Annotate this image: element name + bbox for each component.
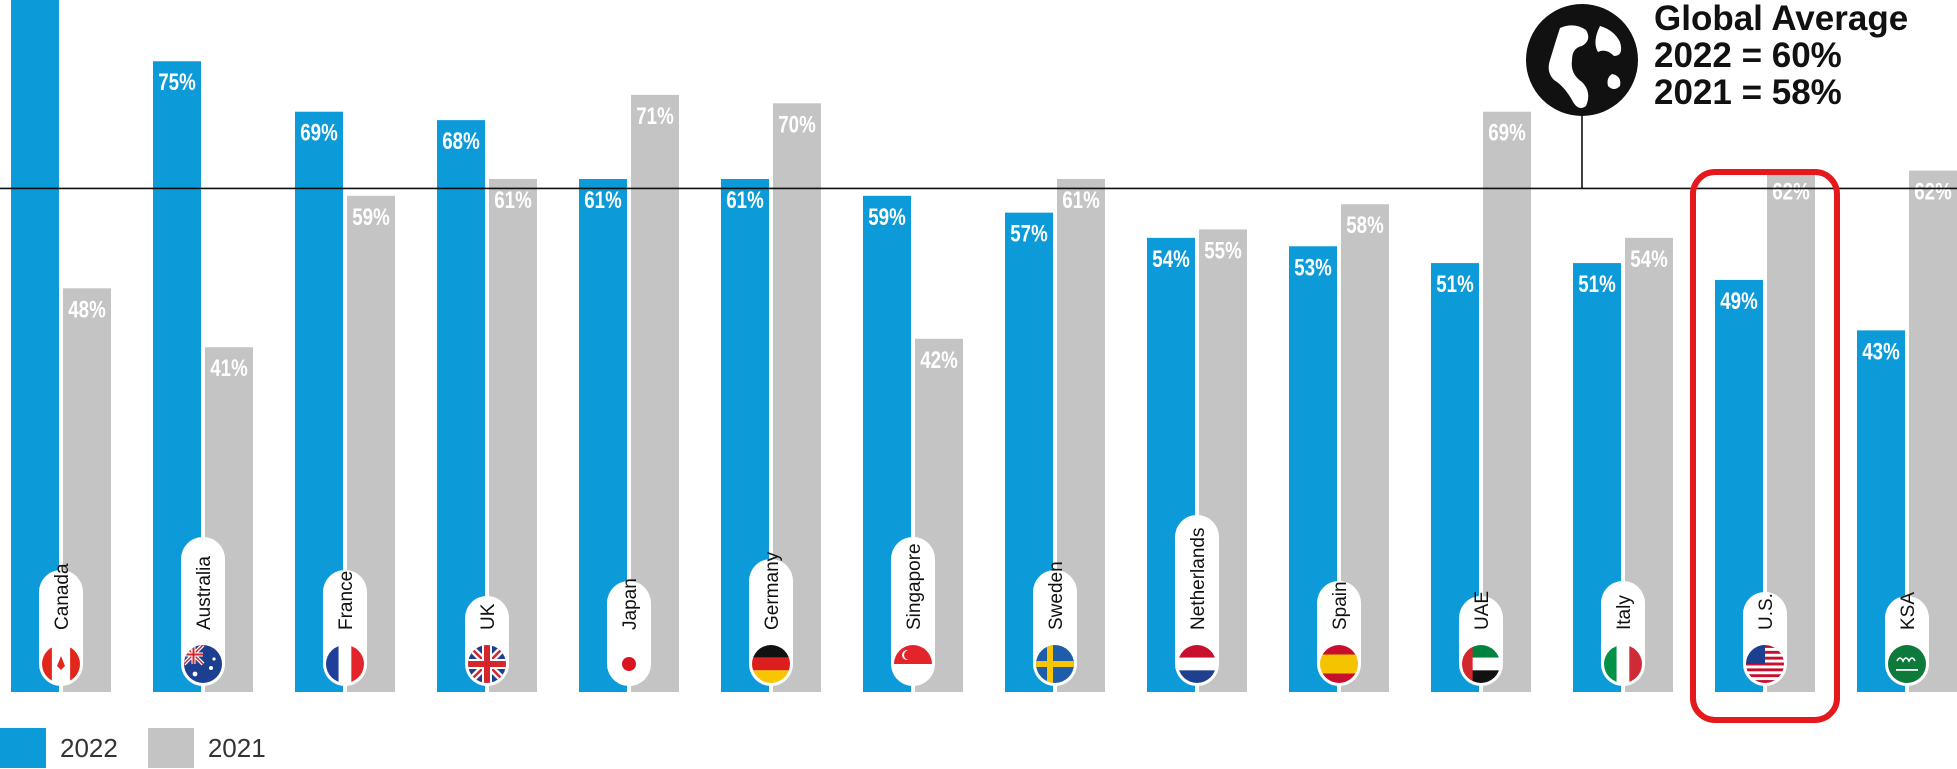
category-group: 87%48%Canada bbox=[11, 0, 111, 692]
legend-swatch-2022 bbox=[0, 728, 46, 768]
value-label-2021: 54% bbox=[1630, 246, 1667, 273]
value-label-2022: 49% bbox=[1720, 288, 1757, 315]
global-average-2021: 2021 = 58% bbox=[1654, 73, 1842, 112]
legend-label-2022: 2022 bbox=[60, 732, 118, 763]
globe-icon bbox=[1526, 4, 1638, 116]
bar-2021 bbox=[1483, 111, 1531, 692]
value-label-2022: 68% bbox=[442, 128, 479, 155]
value-label-2021: 41% bbox=[210, 355, 247, 382]
country-label: UK bbox=[478, 603, 499, 630]
country-label: Germany bbox=[762, 551, 783, 630]
spain-flag-icon bbox=[1320, 645, 1358, 683]
japan-flag-icon bbox=[610, 645, 648, 683]
legend-label-2021: 2021 bbox=[207, 732, 266, 763]
canada-flag-icon bbox=[42, 645, 80, 683]
value-label-2022: 57% bbox=[1010, 220, 1047, 247]
value-label-2022: 75% bbox=[158, 69, 195, 96]
country-label: Canada bbox=[52, 563, 73, 630]
country-label: France bbox=[336, 571, 357, 630]
country-label: UAE bbox=[1472, 591, 1493, 630]
chart-legend: 2022 2021 bbox=[0, 728, 296, 768]
sweden-flag-icon bbox=[1036, 645, 1074, 683]
value-label-2021: 70% bbox=[778, 111, 815, 138]
value-label-2021: 62% bbox=[1914, 178, 1951, 205]
country-label: Singapore bbox=[904, 543, 925, 630]
france-flag-icon bbox=[326, 645, 364, 683]
value-label-2021: 61% bbox=[494, 187, 531, 214]
country-label: U.S. bbox=[1756, 593, 1777, 630]
legend-swatch-2021 bbox=[147, 728, 194, 768]
value-label-2021: 59% bbox=[352, 204, 389, 231]
bars: 87%48%Canada75%41%Australia69%59%France6… bbox=[11, 0, 1957, 693]
category-group: 59% 42% Singapore bbox=[863, 195, 963, 692]
country-label: Sweden bbox=[1046, 561, 1067, 630]
us-flag-icon bbox=[1746, 645, 1784, 683]
category-group: 75% 41% Australia bbox=[153, 61, 253, 692]
country-label: Netherlands bbox=[1188, 528, 1209, 630]
value-label-2021: 58% bbox=[1346, 212, 1383, 239]
value-label-2022: 43% bbox=[1862, 338, 1899, 365]
category-group: 53% 58% Spain bbox=[1289, 204, 1389, 692]
value-label-2021: 69% bbox=[1488, 120, 1525, 147]
italy-flag-icon bbox=[1604, 645, 1642, 683]
global-average-2022: 2022 = 60% bbox=[1654, 36, 1842, 75]
category-group: 43% 62% KSA bbox=[1857, 170, 1957, 692]
value-label-2022: 54% bbox=[1152, 246, 1189, 273]
country-label: Italy bbox=[1614, 595, 1635, 630]
uk-flag-icon bbox=[468, 645, 506, 683]
country-label: KSA bbox=[1898, 592, 1919, 630]
uae-flag-icon bbox=[1462, 645, 1500, 683]
category-group: 69% 59% France bbox=[295, 111, 395, 692]
category-group: 61% 70% Germany bbox=[721, 103, 821, 693]
value-label-2021: 61% bbox=[1062, 187, 1099, 214]
country-label: Spain bbox=[1330, 581, 1351, 630]
value-label-2022: 51% bbox=[1578, 271, 1615, 298]
germany-flag-icon bbox=[752, 645, 790, 683]
value-label-2022: 59% bbox=[868, 204, 905, 231]
global-average-title: Global Average bbox=[1654, 0, 1909, 38]
ksa-flag-icon bbox=[1888, 645, 1926, 683]
value-label-2021: 55% bbox=[1204, 237, 1241, 264]
category-group: 61% 71% Japan bbox=[579, 94, 679, 693]
value-label-2021: 48% bbox=[68, 296, 105, 323]
category-group: 68% 61% UK bbox=[437, 120, 537, 693]
singapore-flag-icon bbox=[894, 645, 932, 683]
category-group: 57% 61% Sweden bbox=[1005, 178, 1105, 693]
value-label-2021: 62% bbox=[1772, 178, 1809, 205]
category-group: 51% 54% Italy bbox=[1573, 237, 1673, 693]
netherlands-flag-icon bbox=[1178, 645, 1216, 683]
value-label-2022: 51% bbox=[1436, 271, 1473, 298]
value-label-2022: 61% bbox=[726, 187, 763, 214]
australia-flag-icon bbox=[184, 645, 222, 683]
value-label-2021: 71% bbox=[636, 103, 673, 130]
value-label-2021: 42% bbox=[920, 347, 957, 374]
category-group: 51% 69% UAE bbox=[1431, 111, 1531, 692]
value-label-2022: 53% bbox=[1294, 254, 1331, 281]
country-pill bbox=[1175, 515, 1219, 686]
country-label: Japan bbox=[620, 578, 641, 630]
bar-2022 bbox=[437, 120, 485, 693]
us-highlight-box bbox=[1690, 169, 1840, 723]
value-label-2022: 61% bbox=[584, 187, 621, 214]
country-label: Australia bbox=[194, 556, 215, 630]
category-group: 54% 55% Netherlands bbox=[1147, 229, 1247, 693]
global-average-text: Global Average 2022 = 60% 2021 = 58% bbox=[1654, 0, 1908, 111]
value-label-2022: 69% bbox=[300, 120, 337, 147]
category-group: 49% 62% U.S. bbox=[1715, 170, 1815, 692]
